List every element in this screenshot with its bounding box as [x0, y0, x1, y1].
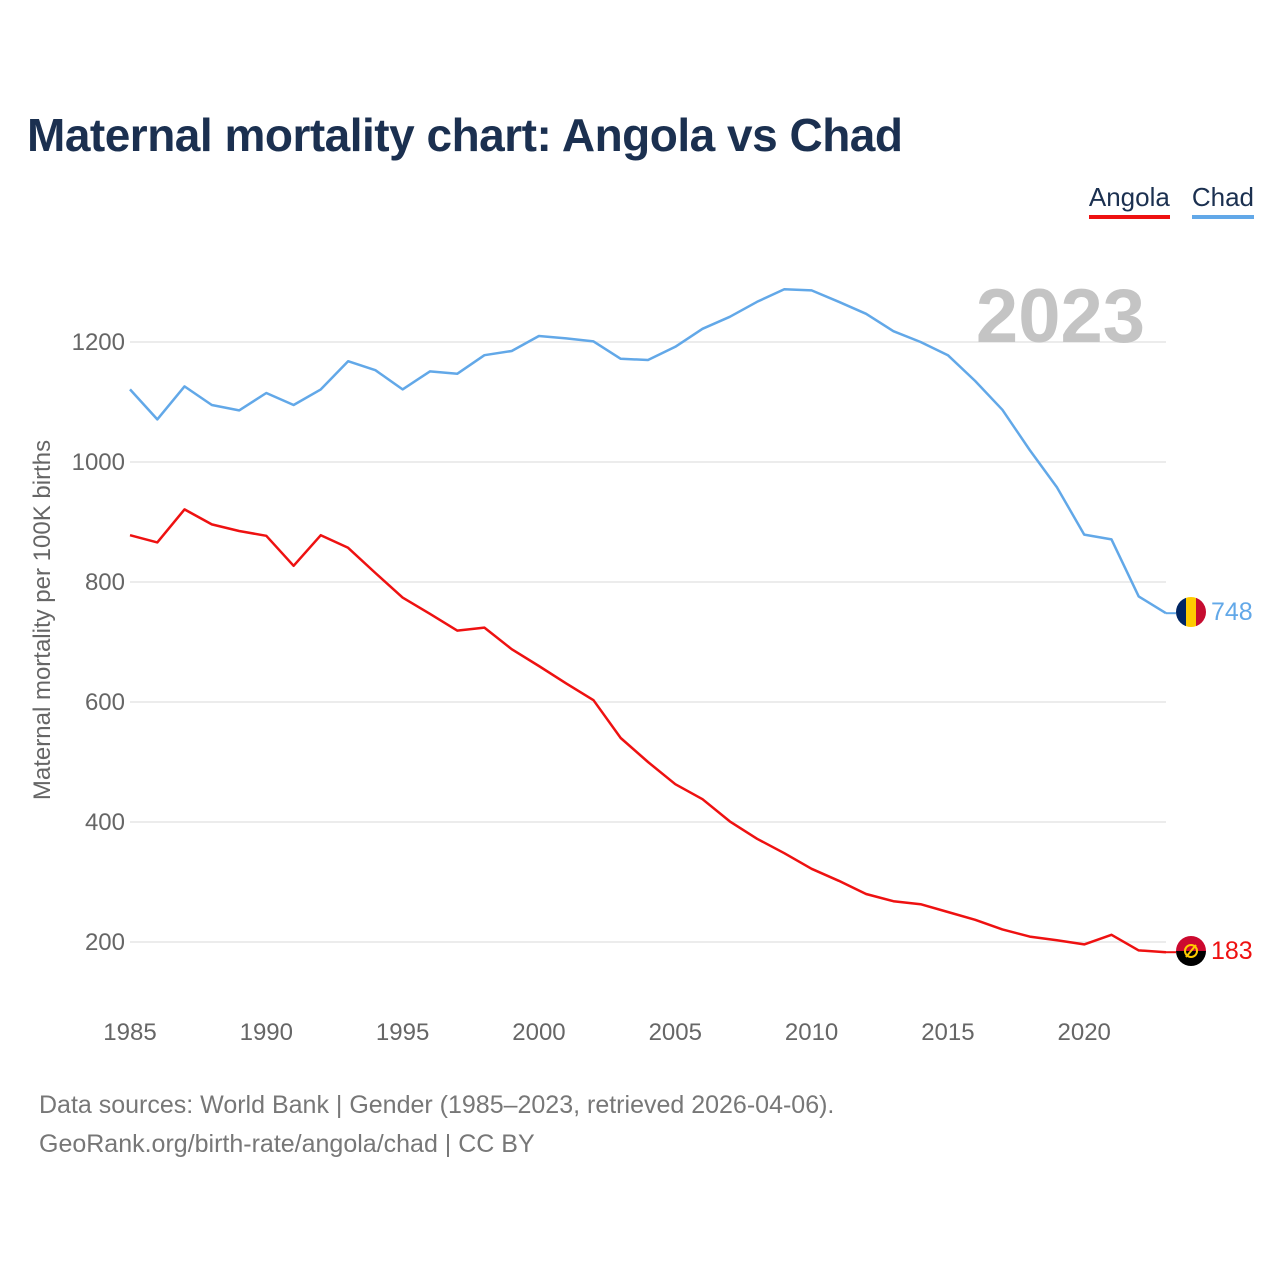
gridlines [130, 341, 1166, 943]
x-tick-label: 1990 [240, 1019, 293, 1046]
y-axis-title: Maternal mortality per 100K births [29, 440, 56, 800]
x-tick-label: 2020 [1058, 1019, 1111, 1046]
series-line-angola[interactable] [129, 508, 1167, 954]
data-sources-note: Data sources: World Bank | Gender (1985–… [39, 1091, 835, 1119]
footer: Data sources: World Bank | Gender (1985–… [39, 1086, 834, 1164]
end-label-chad: 748 [1211, 598, 1253, 626]
x-axis: 1985 1990 1995 2000 2005 2010 2015 2020 [103, 1019, 1111, 1046]
x-tick-label: 1985 [103, 1019, 156, 1046]
legend-item-chad[interactable]: Chad [1191, 182, 1254, 219]
end-label-angola: 183 [1211, 937, 1253, 965]
chad-flag-icon [1176, 597, 1206, 627]
x-tick-label: 2000 [512, 1019, 565, 1046]
y-tick-label: 800 [85, 569, 125, 596]
y-tick-label: 1000 [72, 449, 125, 476]
y-tick-label: 400 [85, 809, 125, 836]
x-tick-label: 2005 [649, 1019, 702, 1046]
chart-title: Maternal mortality chart: Angola vs Chad [27, 109, 903, 161]
angola-flag-icon [1176, 936, 1206, 966]
legend-item-angola[interactable]: Angola [1088, 182, 1170, 219]
legend: Angola Chad [1088, 182, 1254, 219]
y-tick-label: 1200 [72, 329, 125, 356]
series-line-chad[interactable] [129, 287, 1167, 615]
y-tick-label: 600 [85, 689, 125, 716]
x-tick-label: 2010 [785, 1019, 838, 1046]
x-tick-label: 2015 [921, 1019, 974, 1046]
line-chart: 2023 200 400 600 800 1000 1200 1985 1990 1995 20… [29, 274, 1253, 1046]
y-tick-label: 200 [85, 929, 125, 956]
y-axis: 200 400 600 800 1000 1200 [72, 329, 125, 956]
year-label: 2023 [976, 274, 1145, 359]
source-link[interactable]: GeoRank.org/birth-rate/angola/chad | CC … [39, 1130, 535, 1158]
x-tick-label: 1995 [376, 1019, 429, 1046]
